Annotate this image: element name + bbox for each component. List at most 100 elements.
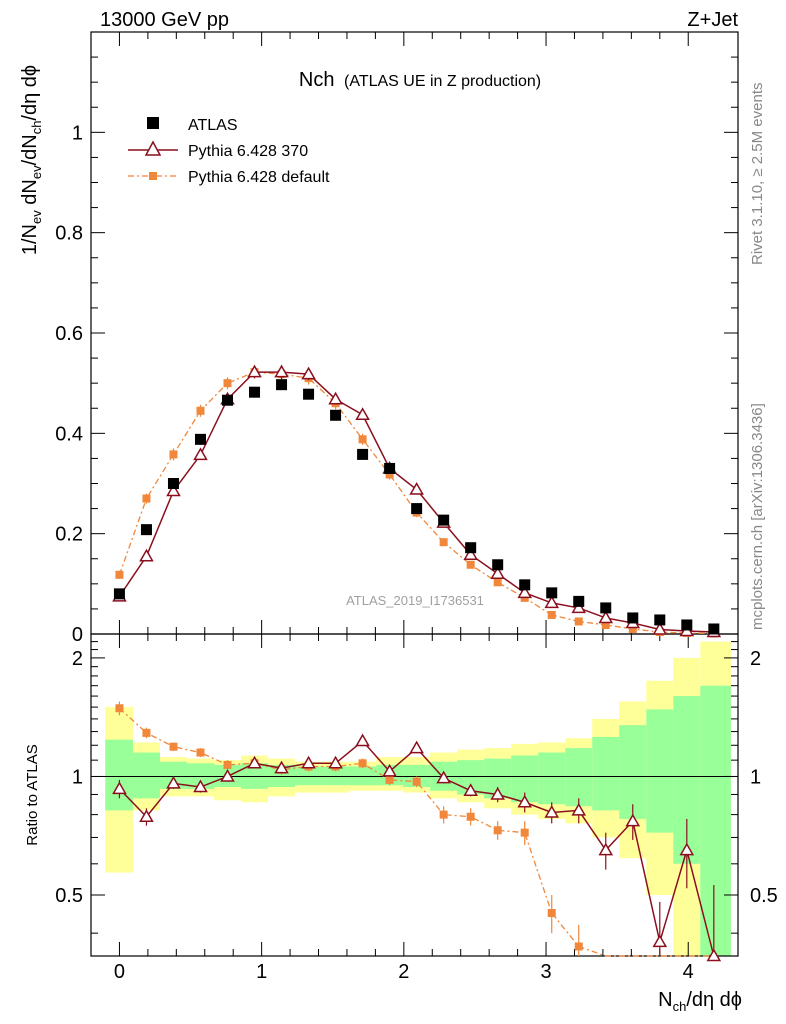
pythia-default-point bbox=[358, 435, 367, 444]
pythia-default-point bbox=[601, 620, 610, 629]
ratio-pythia-370-point bbox=[436, 770, 451, 784]
ratio-pythia-370-point bbox=[274, 760, 289, 774]
atlas-data-point bbox=[167, 478, 179, 489]
pythia-default-point bbox=[628, 624, 637, 633]
ratio-tick-label-left: 1 bbox=[72, 766, 83, 788]
pythia-default-point bbox=[493, 578, 502, 587]
ratio-tick-label-right: 2 bbox=[750, 648, 761, 670]
ratio-pythia-default-point bbox=[196, 748, 205, 757]
beam-energy-label: 13000 GeV pp bbox=[100, 9, 229, 31]
ratio-pythia-default-point bbox=[142, 728, 151, 737]
ratio-pythia-370-point bbox=[382, 763, 397, 777]
legend-marker-atlas bbox=[147, 117, 159, 129]
ratio-pythia-370-point bbox=[544, 804, 560, 818]
ratio-pythia-default-point bbox=[466, 812, 475, 821]
ratio-pythia-default-point bbox=[439, 810, 448, 819]
ratio-pythia-default-point bbox=[223, 760, 232, 769]
ratio-pythia-370-point bbox=[328, 755, 343, 769]
x-tick-label: 1 bbox=[256, 961, 267, 983]
plot-title-main: Nch bbox=[299, 69, 335, 91]
ratio-pythia-370-point bbox=[166, 775, 181, 789]
atlas-data-point bbox=[438, 514, 450, 526]
plot-title-sub: (ATLAS UE in Z production) bbox=[344, 73, 541, 90]
atlas-data-point bbox=[681, 619, 693, 631]
ratio-pythia-370-point bbox=[625, 813, 641, 827]
ratio-pythia-370-point bbox=[652, 934, 668, 948]
pythia-370-point bbox=[301, 366, 316, 380]
ratio-plot-frame bbox=[90, 633, 739, 957]
pythia-default-point bbox=[547, 610, 556, 619]
ratio-pythia-370-point bbox=[679, 842, 695, 856]
ratio-axis-ticks: 0.5 0.5 1 1 2 2 0 1 2 3 4 bbox=[55, 634, 778, 983]
x-tick-label: 4 bbox=[683, 961, 694, 983]
legend-label-pythia-default: Pythia 6.428 default bbox=[188, 169, 330, 186]
pythia-370-point bbox=[328, 391, 343, 405]
atlas-data-point bbox=[303, 388, 315, 400]
analysis-id-label: ATLAS_2019_I1736531 bbox=[346, 593, 484, 608]
atlas-data-point bbox=[492, 559, 504, 571]
band-inner-bin bbox=[538, 752, 566, 805]
atlas-data-point bbox=[140, 524, 152, 536]
atlas-data-point bbox=[330, 409, 342, 421]
ratio-pythia-370-point bbox=[220, 768, 235, 782]
atlas-data-point bbox=[573, 595, 585, 607]
pythia-default-point bbox=[574, 617, 583, 626]
ratio-pythia-370-point bbox=[139, 809, 154, 823]
pythia-default-point bbox=[142, 494, 151, 503]
y-tick-label: 1 bbox=[72, 122, 83, 144]
pythia-370-point bbox=[490, 566, 505, 580]
pythia-370-point bbox=[139, 548, 154, 562]
plot-title: Nch (ATLAS UE in Z production) bbox=[299, 69, 541, 91]
ratio-tick-label-left: 2 bbox=[72, 648, 83, 670]
y-tick-label: 0 bbox=[72, 624, 83, 646]
main-axis-ticks: 0 0.2 0.4 0.6 0.8 1 bbox=[55, 32, 738, 646]
pythia-370-point bbox=[355, 407, 370, 421]
atlas-data-series bbox=[113, 379, 720, 635]
atlas-data-point bbox=[357, 448, 369, 460]
atlas-data-point bbox=[465, 542, 477, 554]
atlas-data-point bbox=[113, 588, 125, 600]
pythia-370-point bbox=[274, 364, 289, 378]
process-label: Z+Jet bbox=[687, 9, 738, 31]
band-inner-bin bbox=[565, 748, 593, 807]
x-tick-label: 3 bbox=[540, 961, 551, 983]
ratio-pythia-370-point bbox=[517, 794, 532, 808]
ratio-pythia-default-point bbox=[574, 942, 583, 951]
band-inner-bin bbox=[132, 752, 160, 799]
ratio-tick-label-right: 1 bbox=[750, 766, 761, 788]
pythia-370-point bbox=[517, 585, 532, 599]
legend-marker-pythia-default bbox=[149, 172, 157, 180]
ratio-pythia-370-point bbox=[301, 755, 316, 769]
ratio-pythia-370-point bbox=[571, 802, 587, 816]
legend-marker-pythia-370 bbox=[144, 140, 162, 156]
band-inner-bin bbox=[592, 736, 620, 811]
band-inner-bin bbox=[619, 725, 647, 819]
pythia-default-point bbox=[115, 570, 124, 579]
legend-label-pythia-370: Pythia 6.428 370 bbox=[188, 143, 308, 160]
ratio-pythia-default-point bbox=[547, 909, 556, 918]
atlas-data-point bbox=[708, 623, 720, 635]
ratio-pythia-370-point bbox=[490, 786, 505, 800]
y-tick-label: 0.2 bbox=[55, 524, 83, 546]
atlas-data-point bbox=[546, 587, 558, 599]
y-tick-label: 0.6 bbox=[55, 323, 83, 345]
atlas-data-point bbox=[222, 394, 234, 406]
ratio-pythia-370-point bbox=[706, 948, 722, 962]
atlas-data-point bbox=[194, 433, 206, 445]
atlas-data-point bbox=[276, 379, 288, 391]
ratio-pythia-default-point bbox=[385, 775, 394, 784]
atlas-data-point bbox=[384, 462, 396, 474]
ratio-pythia-370-point bbox=[355, 733, 370, 747]
atlas-data-point bbox=[249, 386, 261, 398]
pythia-370-point bbox=[166, 483, 181, 497]
ratio-pythia-default-point bbox=[169, 742, 178, 751]
pythia-default-point bbox=[196, 406, 205, 415]
ratio-tick-label-left: 0.5 bbox=[55, 885, 83, 907]
ratio-tick-label-right: 0.5 bbox=[750, 885, 778, 907]
pythia-default-point bbox=[385, 470, 394, 479]
pythia-370-point bbox=[571, 600, 587, 614]
pythia-370-point bbox=[409, 482, 424, 495]
ratio-pythia-370-point bbox=[112, 781, 127, 795]
ratio-pythia-default-point bbox=[520, 828, 529, 837]
